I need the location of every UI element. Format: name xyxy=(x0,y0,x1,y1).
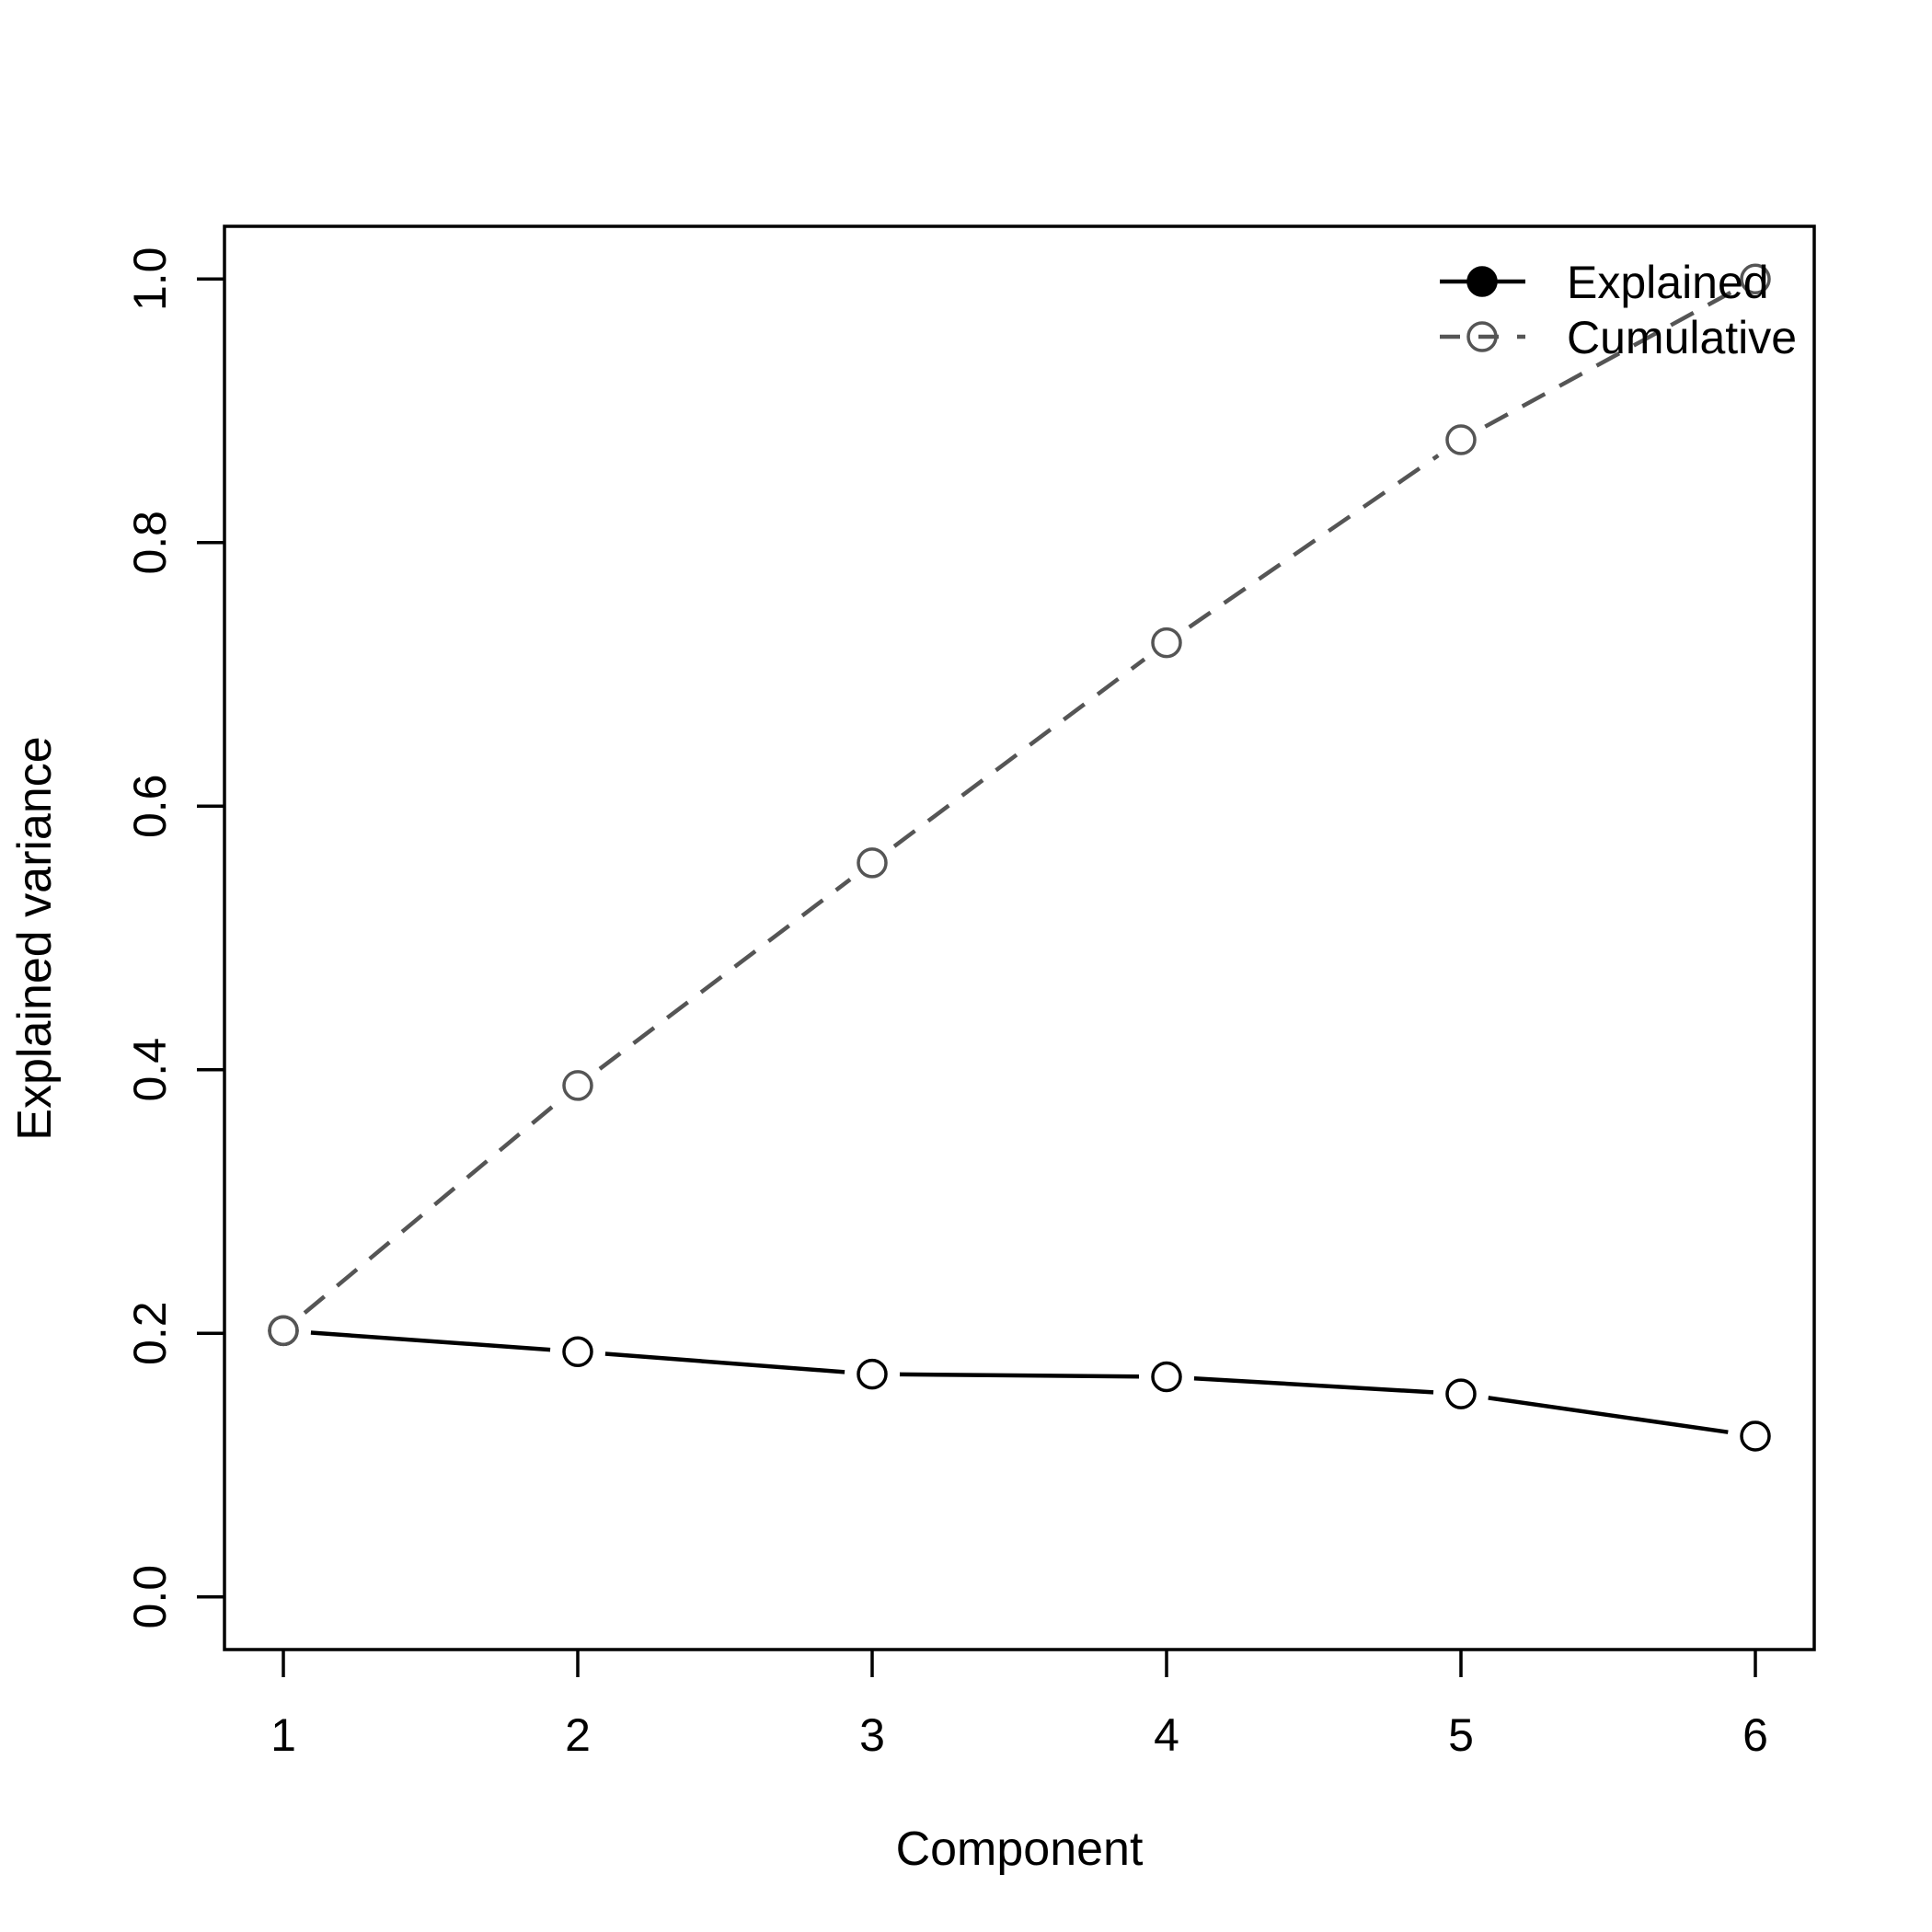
x-axis-tick-label: 4 xyxy=(1154,1709,1179,1761)
explained-line-segment xyxy=(899,1372,1140,1379)
cumulative-line-segment xyxy=(1484,290,1732,429)
x-axis-tick-label: 2 xyxy=(565,1709,591,1761)
cumulative-point xyxy=(857,847,888,879)
cumulative-line-segment xyxy=(892,657,1146,848)
cumulative-point xyxy=(268,1315,299,1347)
legend-label-explained: Explained xyxy=(1567,257,1769,308)
y-axis-tick-label: 0.0 xyxy=(124,1565,176,1629)
legend-explained-marker xyxy=(1466,266,1498,297)
explained-line-segment xyxy=(1488,1396,1729,1434)
y-axis-title: Explained variance xyxy=(8,736,62,1140)
y-axis-tick-label: 0.8 xyxy=(124,511,176,575)
x-axis-tick-label: 1 xyxy=(270,1709,296,1761)
explained-point xyxy=(562,1336,593,1368)
cumulative-point xyxy=(1151,627,1182,659)
cumulative-point xyxy=(562,1070,593,1101)
y-axis-tick-label: 0.2 xyxy=(124,1301,176,1365)
y-axis-tick-label: 0.6 xyxy=(124,775,176,839)
cumulative-line-segment xyxy=(598,878,852,1071)
cumulative-point xyxy=(1445,424,1477,455)
explained-line-segment xyxy=(604,1351,845,1374)
explained-line-segment xyxy=(310,1330,551,1352)
explained-point xyxy=(857,1358,888,1390)
x-axis-tick-label: 6 xyxy=(1742,1709,1768,1761)
x-axis-tick-label: 3 xyxy=(859,1709,885,1761)
cumulative-line-segment xyxy=(303,1101,558,1315)
chart-generated-layer: 1 2 3 4 5 6 0.0 0.2 0.4 0.6 0.8 1.0 xyxy=(124,224,1816,1761)
y-axis-tick-label: 1.0 xyxy=(124,247,176,312)
explained-point xyxy=(1151,1361,1182,1393)
x-axis-title: Component xyxy=(896,1823,1144,1876)
legend-cumulative-marker xyxy=(1466,321,1498,352)
x-axis-tick-label: 5 xyxy=(1448,1709,1474,1761)
plot-box xyxy=(223,224,1816,1651)
explained-point xyxy=(1740,1420,1771,1452)
legend-label-cumulative: Cumulative xyxy=(1567,312,1797,363)
cumulative-point xyxy=(1740,263,1771,295)
explained-point xyxy=(1445,1378,1477,1409)
explained-line-segment xyxy=(1193,1375,1434,1395)
y-axis-tick-label: 0.4 xyxy=(124,1038,176,1102)
cumulative-line-segment xyxy=(1188,454,1440,629)
